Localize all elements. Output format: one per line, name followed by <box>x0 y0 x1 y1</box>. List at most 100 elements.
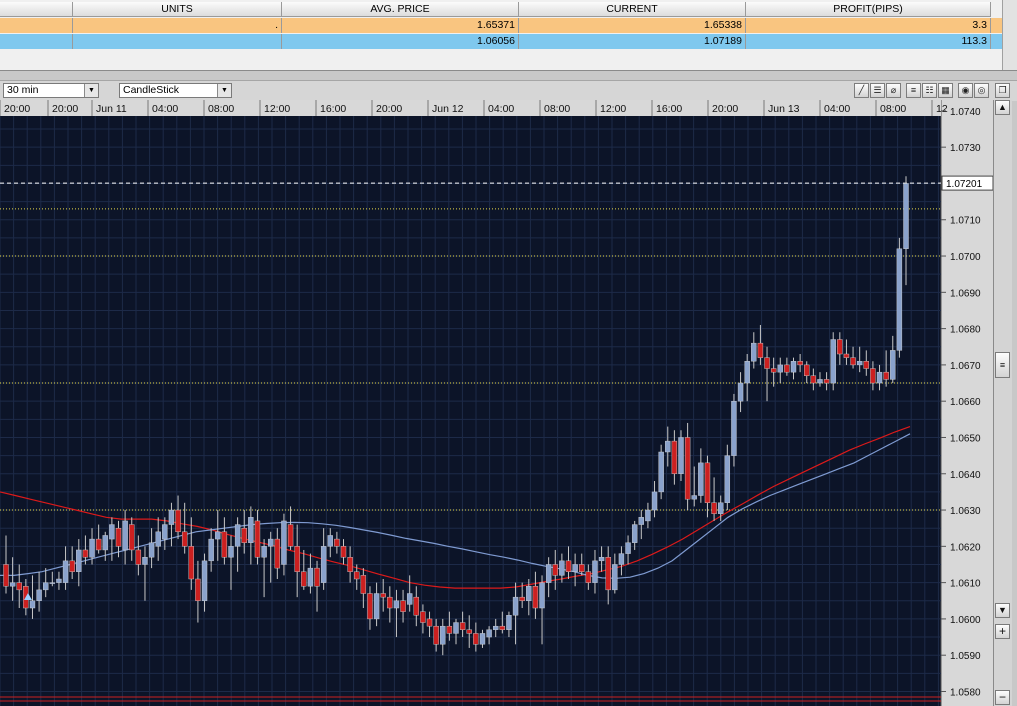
candle-body <box>896 248 903 351</box>
zoom-in-button[interactable]: + <box>995 624 1010 639</box>
scroll-thumb[interactable]: ≡ <box>995 352 1010 378</box>
candle-body <box>320 546 327 583</box>
candle-body <box>195 578 201 601</box>
price-chart[interactable]: 20:00 20:00 Jun 11 04:00 08:00 12:00 16:00 20:0… <box>0 100 993 706</box>
positions-scrollbar[interactable] <box>1002 0 1017 70</box>
scroll-up-button[interactable]: ▲ <box>995 100 1010 115</box>
candle-body <box>62 560 69 583</box>
candle-body <box>790 361 797 373</box>
timeframe-select[interactable]: 30 min ▼ <box>3 83 99 98</box>
candle-body <box>181 531 188 547</box>
time-axis-label: 04:00 <box>488 103 514 115</box>
candle-body <box>135 549 142 565</box>
chevron-down-icon[interactable]: ▼ <box>84 84 98 97</box>
candle-body <box>201 560 208 601</box>
time-axis-label: 08:00 <box>880 103 906 115</box>
time-axis-label: 20:00 <box>52 103 78 115</box>
chart-vertical-scrollbar[interactable]: ▲ ≡ ▼ + − <box>993 100 1012 706</box>
candle-body <box>49 582 56 584</box>
position-profit: 113.3 <box>746 34 991 49</box>
candle-body <box>215 531 221 540</box>
candle-body <box>393 600 400 609</box>
candle-body <box>307 567 314 587</box>
candle-body <box>142 557 148 565</box>
position-row[interactable]: 1.06056 1.07189 113.3 <box>0 34 1017 49</box>
candle-body <box>453 622 459 634</box>
candle-body <box>486 629 492 638</box>
fib-icon[interactable]: ⌀ <box>886 83 901 98</box>
candle-body <box>367 593 373 620</box>
horizontal-lines-icon[interactable]: ☰ <box>870 83 885 98</box>
position-avg-price: 1.06056 <box>282 34 519 49</box>
time-axis-label: 20:00 <box>4 103 30 115</box>
candle-body <box>380 593 386 598</box>
header-avg-price[interactable]: AVG. PRICE <box>282 2 519 17</box>
position-units: . <box>73 18 282 33</box>
candle-body <box>446 625 453 634</box>
candle-body <box>698 462 704 496</box>
candle-body <box>777 364 783 373</box>
time-axis-label: 04:00 <box>824 103 850 115</box>
candle-body <box>665 440 671 453</box>
candle-body <box>76 549 82 572</box>
candle-body <box>691 495 697 500</box>
price-axis-label: 1.0660 <box>950 397 981 408</box>
price-axis-label: 1.0670 <box>950 361 981 372</box>
zoom-out-button[interactable]: − <box>995 690 1010 705</box>
candle-body <box>162 524 168 540</box>
candle-body <box>268 538 274 547</box>
header-units[interactable]: UNITS <box>73 2 282 17</box>
candle-body <box>519 596 525 601</box>
time-axis-label: Jun 13 <box>768 103 800 115</box>
position-row[interactable]: . 1.65371 1.65338 3.3 <box>0 18 1017 33</box>
candle-body <box>804 364 810 376</box>
price-axis-label: 1.0590 <box>950 651 981 662</box>
grid-dense-icon[interactable]: ☷ <box>922 83 937 98</box>
candle-body <box>228 546 234 558</box>
settings-icon[interactable]: ◎ <box>974 83 989 98</box>
candle-body <box>856 361 863 366</box>
candle-body <box>631 524 638 543</box>
candle-body <box>175 509 181 533</box>
candle-body <box>592 560 598 583</box>
candle-body <box>598 557 605 562</box>
time-axis-label: 20:00 <box>376 103 402 115</box>
time-axis-label: 12:00 <box>600 103 626 115</box>
restore-window-icon[interactable]: ❐ <box>995 83 1010 98</box>
candle-body <box>36 589 42 601</box>
candle-body <box>387 596 393 609</box>
chevron-down-icon[interactable]: ▼ <box>217 84 231 97</box>
candle-body <box>850 357 856 366</box>
header-profit[interactable]: PROFIT(PIPS) <box>746 2 991 17</box>
candle-body <box>208 538 214 562</box>
grid-full-icon[interactable]: ▦ <box>938 83 953 98</box>
candle-body <box>724 455 731 503</box>
candle-body <box>16 582 22 591</box>
price-axis-label: 1.0600 <box>950 615 981 626</box>
header-current[interactable]: CURRENT <box>519 2 746 17</box>
candle-body <box>638 517 644 525</box>
record-icon[interactable]: ◉ <box>958 83 973 98</box>
candle-body <box>426 618 433 627</box>
time-axis-label: 12:00 <box>264 103 290 115</box>
line-tool-icon[interactable]: ╱ <box>854 83 869 98</box>
chart-type-select[interactable]: CandleStick ▼ <box>119 83 232 98</box>
candle-body <box>645 509 651 522</box>
candle-body <box>625 542 631 554</box>
positions-header-row: UNITS AVG. PRICE CURRENT PROFIT(PIPS) <box>0 2 1017 17</box>
candle-body <box>817 379 823 384</box>
grid-lines-icon[interactable]: ≡ <box>906 83 921 98</box>
candle-body <box>148 542 155 558</box>
scroll-down-button[interactable]: ▼ <box>995 603 1010 618</box>
price-axis-label: 1.0730 <box>950 143 981 154</box>
position-current: 1.65338 <box>519 18 746 33</box>
candle-body <box>43 582 49 591</box>
price-axis-label: 1.0650 <box>950 433 981 444</box>
candle-body <box>565 560 572 572</box>
candle-body <box>440 625 446 645</box>
candle-body <box>254 520 261 558</box>
header-col-0[interactable] <box>0 2 73 17</box>
position-symbol <box>0 34 73 49</box>
candle-body <box>671 440 678 474</box>
candle-body <box>552 564 558 576</box>
